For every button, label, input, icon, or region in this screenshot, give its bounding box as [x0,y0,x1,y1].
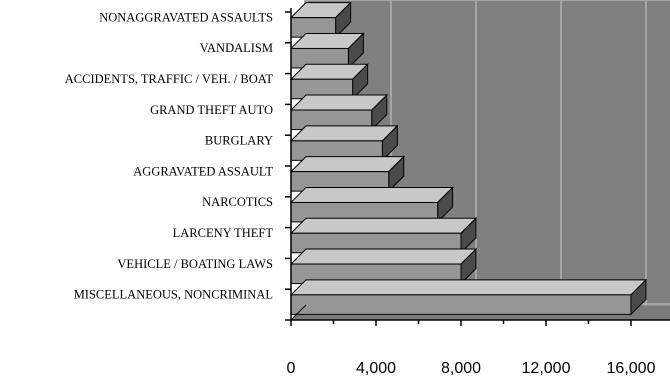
category-label-6: AGGRAVATED ASSAULT [133,164,273,178]
category-label-7: NARCOTICS [202,195,273,209]
category-label-9: VEHICLE / BOATING LAWS [117,257,273,271]
bar-top-face [289,248,478,265]
bar-10 [289,278,648,316]
bars [289,1,648,316]
bar-top-face [289,279,648,296]
bar-4 [289,93,388,131]
x-tick-labels: 0 4,000 8,000 12,000 16,000 [287,360,656,377]
bar-6 [289,155,405,193]
category-label-8: LARCENY THEFT [173,226,274,240]
axis-depth-line [290,304,307,321]
x-tick-label-3: 12,000 [522,360,571,377]
bar-3 [289,63,369,100]
bar-7 [289,186,454,224]
bar-top-face [289,125,399,142]
x-tick-label-4: 16,000 [607,360,656,377]
bar-top-face [289,186,454,203]
category-label-1: NONAGGRAVATED ASSAULTS [99,10,273,24]
x-tick-label-1: 4,000 [356,360,396,377]
bar-5 [289,124,399,162]
x-tick-label-0: 0 [287,360,296,377]
bar-9 [289,247,478,285]
x-tick-label-2: 8,000 [441,360,481,377]
axes [285,8,670,326]
bar-8 [289,217,478,254]
category-label-4: GRAND THEFT AUTO [150,103,273,117]
category-label-2: VANDALISM [200,41,273,55]
category-label-3: ACCIDENTS, TRAFFIC / VEH. / BOAT [65,72,274,86]
bar-top-face [289,156,405,173]
bar-top-face [289,94,388,111]
bar-front-face [290,294,632,315]
bar-2 [289,32,365,70]
category-label-10: MISCELLANEOUS, NONCRIMINAL [74,288,273,302]
category-labels: NONAGGRAVATED ASSAULTS VANDALISM ACCIDENTS… [65,10,274,301]
bar-top-face [289,217,478,234]
bar-1 [289,1,352,39]
category-label-5: BURGLARY [205,134,273,148]
